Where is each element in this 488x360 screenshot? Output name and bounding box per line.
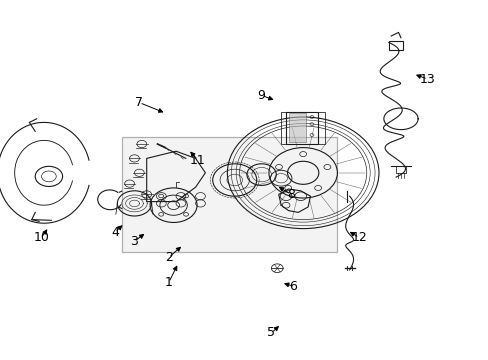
Bar	[285, 112, 317, 144]
Bar	[388, 41, 403, 50]
Text: 10: 10	[34, 231, 49, 244]
Text: 7: 7	[135, 96, 143, 109]
Text: 8: 8	[286, 188, 294, 201]
Text: 6: 6	[289, 280, 297, 293]
Text: 2: 2	[164, 251, 172, 264]
Text: 4: 4	[111, 226, 119, 239]
Text: 12: 12	[351, 231, 366, 244]
Text: 3: 3	[130, 235, 138, 248]
Text: 5: 5	[267, 327, 275, 339]
FancyBboxPatch shape	[122, 137, 337, 252]
Text: 1: 1	[164, 276, 172, 289]
Text: 13: 13	[419, 73, 435, 86]
Text: 9: 9	[257, 89, 265, 102]
Bar	[288, 113, 305, 142]
Text: 11: 11	[190, 154, 205, 167]
